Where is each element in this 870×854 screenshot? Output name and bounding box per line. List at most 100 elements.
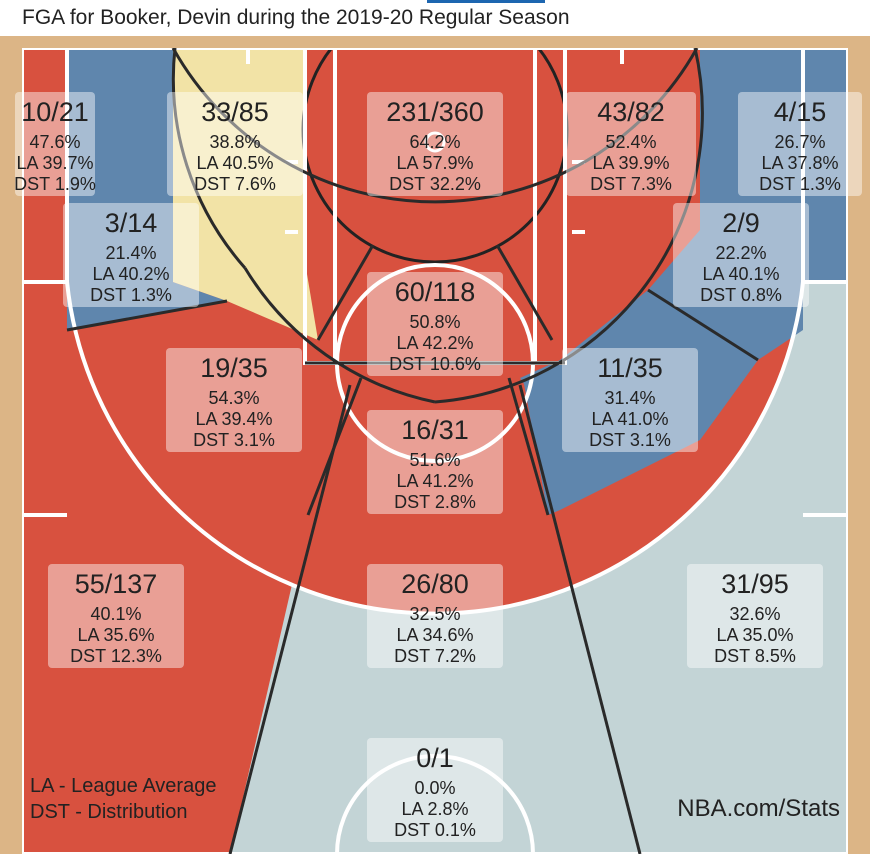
title-accent-bar [427, 0, 545, 3]
zone-pct: 51.6% [409, 450, 460, 470]
zone-right-elbow-mid: 11/35 31.4%LA 41.0%DST 3.1% [562, 348, 698, 452]
zone-label-box [15, 92, 95, 196]
zone-paint-non-ra: 60/118 50.8%LA 42.2%DST 10.6% [367, 272, 503, 376]
zone-dst: DST 10.6% [389, 354, 481, 374]
zone-left-wing-3: 55/137 40.1%LA 35.6%DST 12.3% [48, 564, 184, 668]
zone-label-box [367, 92, 503, 196]
zone-right-corner-3: 4/15 26.7%LA 37.8%DST 1.3% [738, 92, 862, 196]
zone-right-wing-3: 31/95 32.6%LA 35.0%DST 8.5% [687, 564, 823, 668]
zone-right-baseline-mid: 2/9 22.2%LA 40.1%DST 0.8% [673, 203, 809, 307]
zone-dst: DST 7.6% [194, 174, 276, 194]
zone-pct: 26.7% [774, 132, 825, 152]
zone-fg: 231/360 [386, 97, 484, 127]
zone-label-box [687, 564, 823, 668]
zone-fg: 43/82 [597, 97, 665, 127]
zone-pct: 31.4% [604, 388, 655, 408]
zone-la: LA 39.4% [195, 409, 272, 429]
zone-la: LA 40.2% [92, 264, 169, 284]
zone-label-box [738, 92, 862, 196]
zone-fill-right-corner-3 [803, 48, 848, 282]
zone-fg: 11/35 [597, 353, 663, 383]
zone-la: LA 41.2% [396, 471, 473, 491]
zone-dst: DST 3.1% [193, 430, 275, 450]
zone-left-corner-3: 10/21 47.6%LA 39.7%DST 1.9% [14, 92, 96, 196]
zone-restricted-area: 231/360 64.2%LA 57.9%DST 32.2% [367, 92, 503, 196]
zone-pct: 52.4% [605, 132, 656, 152]
zone-top-key-3: 26/80 32.5%LA 34.6%DST 7.2% [367, 564, 503, 668]
zone-la: LA 34.6% [396, 625, 473, 645]
zone-pct: 0.0% [414, 778, 455, 798]
zone-fg: 2/9 [722, 208, 760, 238]
zone-pct: 50.8% [409, 312, 460, 332]
zone-dst: DST 2.8% [394, 492, 476, 512]
zone-label-box [566, 92, 696, 196]
zone-fg: 26/80 [401, 569, 469, 599]
zone-la: LA 57.9% [396, 153, 473, 173]
zone-dst: DST 3.1% [589, 430, 671, 450]
zone-dst: DST 12.3% [70, 646, 162, 666]
zone-fg: 0/1 [416, 743, 454, 773]
zone-fg: 4/15 [774, 97, 827, 127]
zone-fill-left-wing-mid [173, 48, 318, 340]
zone-fg: 16/31 [401, 415, 469, 445]
chart-title: FGA for Booker, Devin during the 2019-20… [22, 6, 570, 29]
zone-label-box [673, 203, 809, 307]
zone-label-box [367, 272, 503, 376]
zone-fg: 31/95 [721, 569, 789, 599]
zone-label-box [63, 203, 199, 307]
zone-la: LA 42.2% [396, 333, 473, 353]
zone-fill-right-elbow [520, 290, 758, 515]
zone-label-box [562, 348, 698, 452]
zone-dst: DST 7.2% [394, 646, 476, 666]
legend-la: LA - League Average [30, 775, 216, 797]
zone-la: LA 35.6% [77, 625, 154, 645]
zone-label-box [166, 348, 302, 452]
zone-fg: 33/85 [201, 97, 269, 127]
zone-pct: 40.1% [90, 604, 141, 624]
zone-la: LA 39.9% [592, 153, 669, 173]
zone-fg: 10/21 [21, 97, 89, 127]
zone-la: LA 40.1% [702, 264, 779, 284]
zone-fg: 55/137 [75, 569, 158, 599]
zone-pct: 47.6% [29, 132, 80, 152]
zone-la: LA 39.7% [16, 153, 93, 173]
zone-label-box [48, 564, 184, 668]
zone-label-box [367, 738, 503, 842]
zone-dst: DST 0.8% [700, 285, 782, 305]
zone-top-key-mid: 16/31 51.6%LA 41.2%DST 2.8% [367, 410, 503, 514]
zone-dst: DST 8.5% [714, 646, 796, 666]
zone-pct: 64.2% [409, 132, 460, 152]
zone-fill-left-corner-3 [22, 48, 67, 282]
zone-dividers [66, 48, 759, 854]
zone-label-box [367, 564, 503, 668]
zone-la: LA 40.5% [196, 153, 273, 173]
zone-left-wing-mid-long: 33/85 38.8%LA 40.5%DST 7.6% [167, 92, 303, 196]
zone-la: LA 2.8% [401, 799, 468, 819]
zone-dst: DST 0.1% [394, 820, 476, 840]
hoop [424, 131, 446, 153]
watermark: NBA.com/Stats [677, 795, 840, 822]
zone-pct: 21.4% [105, 243, 156, 263]
zone-backcourt: 0/1 0.0%LA 2.8%DST 0.1% [367, 738, 503, 842]
zone-fg: 19/35 [200, 353, 268, 383]
zone-label-box [167, 92, 303, 196]
legend-dst: DST - Distribution [30, 801, 187, 823]
zone-fill-right-baseline [648, 48, 803, 360]
zone-label-box [367, 410, 503, 514]
zone-la: LA 41.0% [591, 409, 668, 429]
zone-right-wing-mid-long: 43/82 52.4%LA 39.9%DST 7.3% [566, 92, 696, 196]
zone-dst: DST 1.3% [759, 174, 841, 194]
zone-pct: 32.6% [729, 604, 780, 624]
zone-left-baseline-mid: 3/14 21.4%LA 40.2%DST 1.3% [63, 203, 199, 307]
zone-pct: 38.8% [209, 132, 260, 152]
zone-left-elbow-mid: 19/35 54.3%LA 39.4%DST 3.1% [166, 348, 302, 452]
zone-la: LA 35.0% [716, 625, 793, 645]
zone-dst: DST 7.3% [590, 174, 672, 194]
zone-dst: DST 1.3% [90, 285, 172, 305]
zone-pct: 32.5% [409, 604, 460, 624]
zone-pct: 54.3% [208, 388, 259, 408]
zone-fg: 3/14 [105, 208, 158, 238]
zone-dst: DST 32.2% [389, 174, 481, 194]
